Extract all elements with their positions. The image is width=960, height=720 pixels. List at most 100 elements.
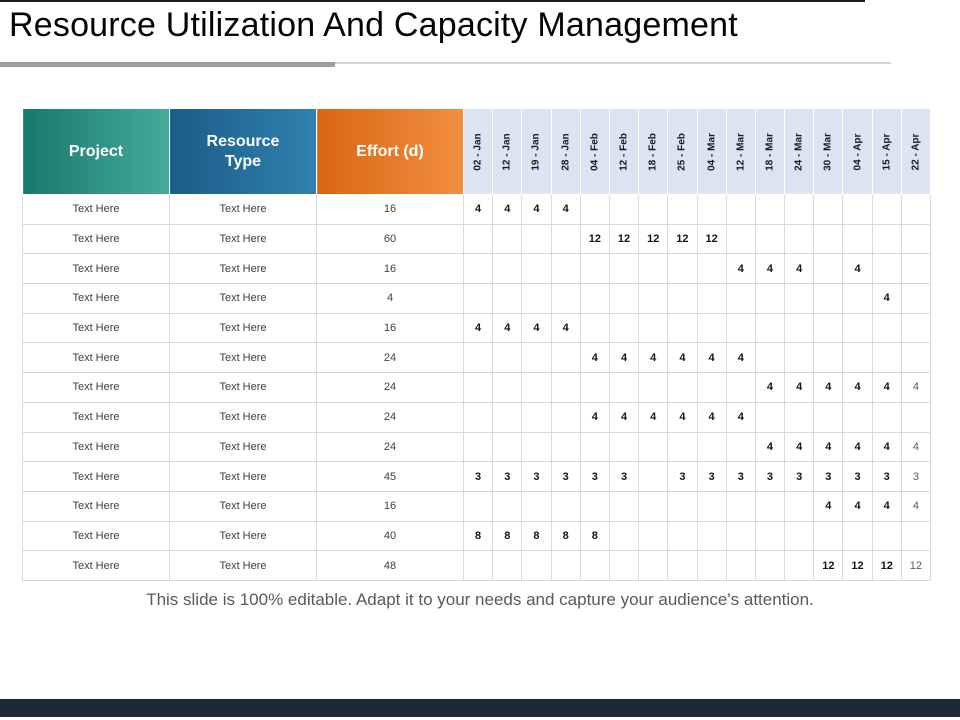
schedule-cell: 3 — [550, 461, 581, 492]
schedule-cell: 4 — [784, 372, 815, 403]
schedule-cell — [638, 461, 669, 492]
schedule-cell — [871, 194, 902, 225]
schedule-cell: 4 — [492, 194, 523, 225]
schedule-cell — [667, 520, 698, 552]
schedule-cell — [725, 312, 756, 344]
effort-cell: 16 — [316, 253, 464, 285]
schedule-cell: 4 — [579, 401, 610, 433]
date-label: 04 - Mar — [706, 132, 718, 171]
schedule-cell — [696, 372, 727, 403]
schedule-cell: 4 — [813, 490, 844, 522]
footer-caption: This slide is 100% editable. Adapt it to… — [146, 590, 814, 609]
column-header-project: Project — [22, 108, 170, 195]
schedule-cell — [608, 253, 640, 285]
schedule-cell: 8 — [492, 520, 523, 552]
schedule-cell — [784, 342, 815, 374]
schedule-cell: 3 — [579, 461, 610, 492]
column-header-date: 12 - Mar — [725, 108, 756, 195]
title-divider-dark-segment — [0, 62, 335, 67]
column-header-date: 28 - Jan — [550, 108, 581, 195]
date-label: 30 - Mar — [822, 132, 834, 171]
schedule-cell — [813, 520, 844, 552]
effort-cell: 16 — [316, 490, 464, 522]
date-label: 25 - Feb — [676, 132, 688, 171]
date-label: 02 - Jan — [472, 132, 484, 171]
schedule-cell: 4 — [667, 342, 698, 374]
schedule-cell — [696, 490, 727, 522]
table-row: Text Here Text Here 24 4 4 4 4 4 4 — [22, 342, 932, 374]
schedule-cell: 4 — [813, 431, 844, 463]
project-cell: Text Here — [22, 520, 170, 552]
table-row: Text Here Text Here 48 12 12 12 12 — [22, 550, 932, 581]
column-header-date: 04 - Apr — [842, 108, 873, 195]
table-row: Text Here Text Here 24 4 4 4 4 4 4 — [22, 372, 932, 403]
schedule-cell — [462, 490, 494, 522]
resource-type-cell: Text Here — [169, 223, 317, 255]
schedule-cell — [667, 490, 698, 522]
schedule-cell: 12 — [638, 223, 669, 255]
schedule-cell — [608, 283, 640, 314]
column-header-label: Effort (d) — [356, 142, 424, 160]
slide-top-border — [0, 0, 865, 2]
date-label: 18 - Feb — [647, 132, 659, 171]
schedule-cell — [579, 431, 610, 463]
schedule-cell — [550, 283, 581, 314]
column-header-date: 15 - Apr — [871, 108, 902, 195]
table-row: Text Here Text Here 16 4 4 4 4 — [22, 312, 932, 344]
column-header-date: 02 - Jan — [462, 108, 494, 195]
effort-cell: 24 — [316, 401, 464, 433]
effort-cell: 48 — [316, 550, 464, 581]
project-cell: Text Here — [22, 283, 170, 314]
table-row: Text Here Text Here 4 4 — [22, 283, 932, 314]
column-header-date: 24 - Mar — [784, 108, 815, 195]
schedule-cell — [754, 342, 786, 374]
schedule-cell: 4 — [754, 253, 786, 285]
schedule-cell: 3 — [667, 461, 698, 492]
schedule-cell — [725, 283, 756, 314]
resource-type-cell: Text Here — [169, 490, 317, 522]
project-cell: Text Here — [22, 372, 170, 403]
project-cell: Text Here — [22, 431, 170, 463]
schedule-cell — [638, 253, 669, 285]
schedule-cell: 4 — [550, 312, 581, 344]
project-cell: Text Here — [22, 461, 170, 492]
schedule-cell — [813, 253, 844, 285]
schedule-cell — [462, 431, 494, 463]
schedule-cell — [725, 223, 756, 255]
schedule-cell: 3 — [521, 461, 552, 492]
schedule-cell: 3 — [608, 461, 640, 492]
schedule-cell: 3 — [813, 461, 844, 492]
date-label: 22 - Apr — [910, 133, 922, 170]
effort-cell: 24 — [316, 372, 464, 403]
effort-cell: 40 — [316, 520, 464, 552]
resource-type-cell: Text Here — [169, 550, 317, 581]
schedule-cell — [638, 312, 669, 344]
schedule-cell — [638, 283, 669, 314]
schedule-cell — [462, 550, 494, 581]
schedule-cell — [725, 490, 756, 522]
schedule-cell — [550, 223, 581, 255]
table-row: Text Here Text Here 24 4 4 4 4 4 4 — [22, 431, 932, 463]
table-row: Text Here Text Here 16 4 4 4 4 — [22, 194, 932, 225]
schedule-cell — [784, 194, 815, 225]
schedule-cell — [492, 283, 523, 314]
schedule-cell — [784, 401, 815, 433]
schedule-cell — [754, 550, 786, 581]
schedule-cell — [550, 401, 581, 433]
schedule-cell — [492, 490, 523, 522]
schedule-cell — [696, 253, 727, 285]
schedule-cell: 8 — [579, 520, 610, 552]
table-row: Text Here Text Here 24 4 4 4 4 4 4 — [22, 401, 932, 433]
schedule-cell: 4 — [579, 342, 610, 374]
schedule-cell — [579, 490, 610, 522]
schedule-cell — [900, 283, 932, 314]
schedule-cell — [579, 194, 610, 225]
schedule-cell: 12 — [667, 223, 698, 255]
column-header-effort: Effort (d) — [316, 108, 464, 195]
schedule-cell — [608, 550, 640, 581]
schedule-cell: 4 — [871, 490, 902, 522]
date-label: 12 - Feb — [618, 132, 630, 171]
column-header-resource: Resource Type — [169, 108, 317, 195]
schedule-cell: 4 — [813, 372, 844, 403]
